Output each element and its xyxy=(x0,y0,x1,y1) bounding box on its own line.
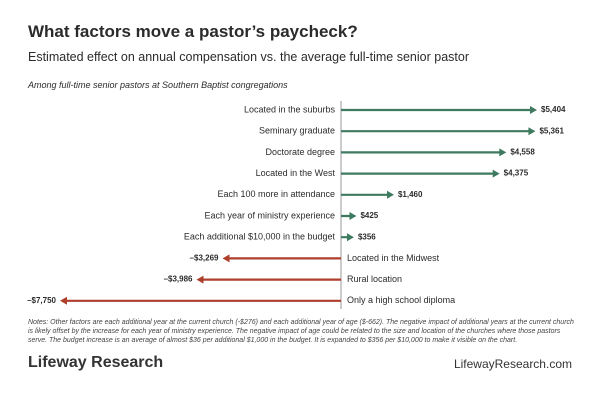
category-label: Doctorate degree xyxy=(265,147,335,157)
category-label: Only a high school diploma xyxy=(347,295,455,305)
bar-arrow xyxy=(341,169,500,178)
bar-arrow xyxy=(341,190,394,199)
bar-arrow xyxy=(196,275,342,284)
brand-logo: Lifeway Research xyxy=(28,354,164,371)
category-label: Located in the suburbs xyxy=(244,104,336,114)
bar-arrow xyxy=(60,296,342,305)
value-label: –$7,750 xyxy=(27,296,56,305)
value-label: $5,404 xyxy=(541,105,566,114)
value-label: –$3,986 xyxy=(164,275,193,284)
website: LifewayResearch.com xyxy=(453,357,572,371)
category-label: Each additional $10,000 in the budget xyxy=(184,232,336,242)
bar-arrow xyxy=(341,127,536,136)
value-label: $5,361 xyxy=(539,126,564,135)
category-label: Rural location xyxy=(347,274,402,284)
value-label: $4,558 xyxy=(510,148,535,157)
value-label: $425 xyxy=(360,211,378,220)
chart-title: What factors move a pastor’s paycheck? xyxy=(28,22,358,41)
category-label: Each year of ministry experience xyxy=(204,210,335,220)
chart-subtitle: Estimated effect on annual compensation … xyxy=(28,50,469,64)
bar-arrow xyxy=(222,254,342,263)
bar-arrow xyxy=(341,148,507,157)
value-label: $1,460 xyxy=(398,190,423,199)
annotation: Among full-time senior pastors at Southe… xyxy=(28,80,288,90)
bar-arrow xyxy=(341,212,357,220)
category-label: Each 100 more in attendance xyxy=(217,189,335,199)
bar-arrow xyxy=(341,233,354,242)
value-label: $356 xyxy=(358,232,376,241)
value-label: $4,375 xyxy=(504,169,529,178)
bar-arrow xyxy=(341,106,537,114)
category-label: Seminary graduate xyxy=(259,126,335,136)
value-label: –$3,269 xyxy=(190,254,219,263)
category-label: Located in the Midwest xyxy=(347,253,440,263)
category-label: Located in the West xyxy=(256,168,336,178)
notes: Notes: Other factors are each additional… xyxy=(28,319,574,344)
